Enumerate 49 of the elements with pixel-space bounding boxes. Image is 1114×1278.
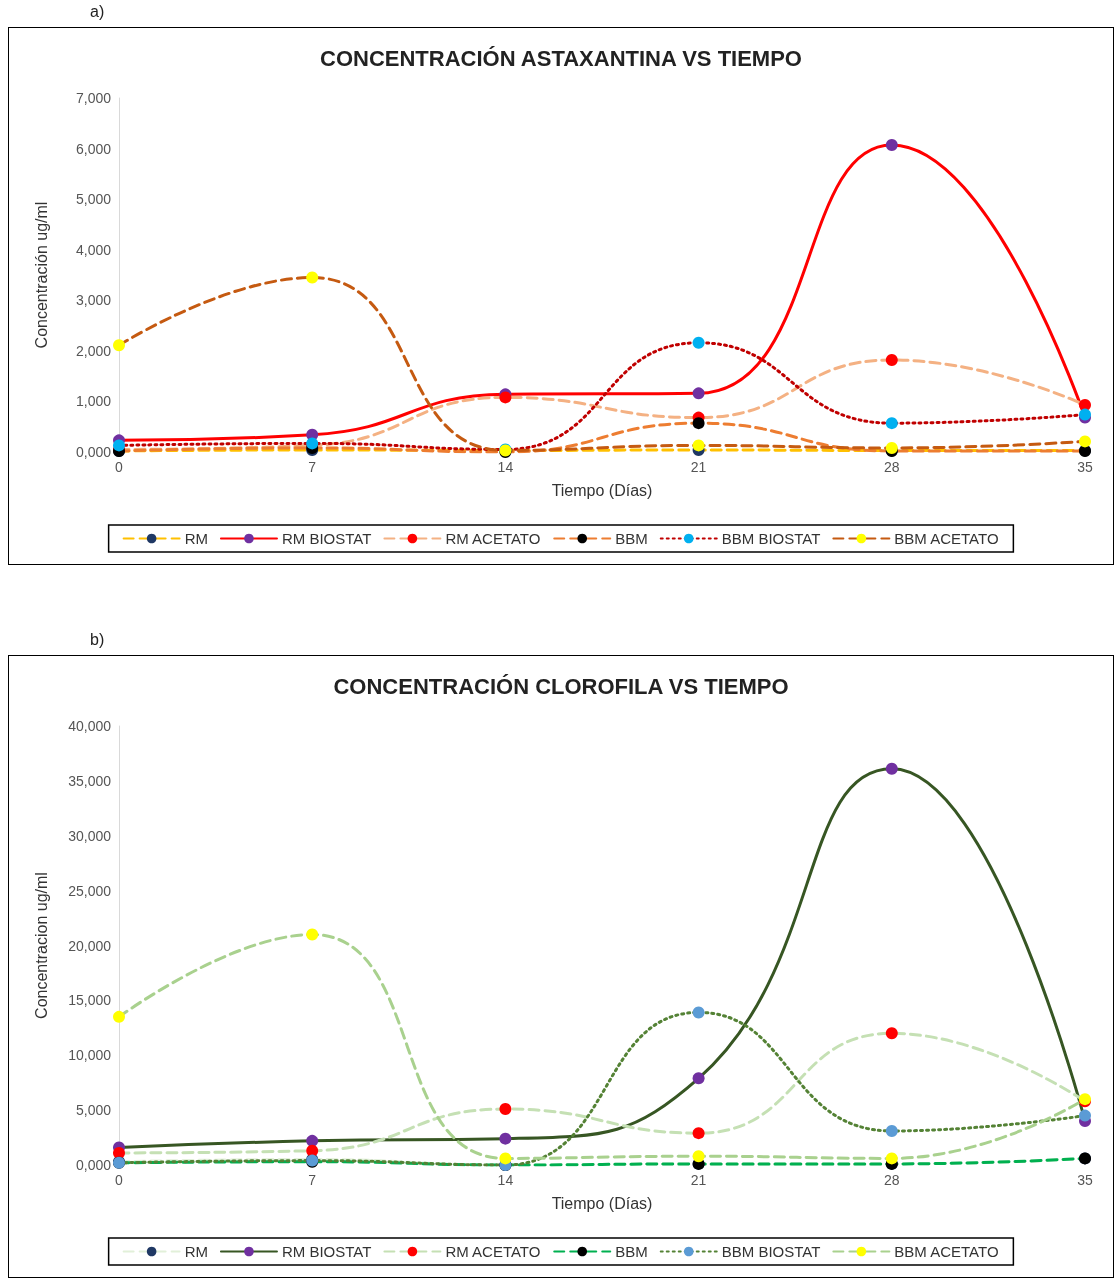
- y-tick-label: 15,000: [68, 992, 112, 1009]
- legend-label: RM ACETATO: [445, 1243, 541, 1260]
- y-tick-label: 5,000: [75, 191, 112, 208]
- text: b): [90, 631, 105, 649]
- y-tick-label: 0,000: [75, 1157, 112, 1173]
- y-tick-label: 30,000: [68, 827, 112, 844]
- y-tick-label: 35,000: [68, 772, 112, 789]
- x-tick-label: 7: [308, 1172, 317, 1188]
- legend-label: BBM: [615, 1243, 648, 1260]
- y-tick-label: 3,000: [75, 292, 112, 309]
- y-tick-label: 25,000: [68, 882, 112, 899]
- legend-label: BBM BIOSTAT: [721, 530, 821, 547]
- x-axis-title: Tiempo (Días): [551, 481, 653, 499]
- text: a): [90, 3, 105, 21]
- chart-title: CONCENTRACIÓN CLOROFILA VS TIEMPO: [333, 673, 789, 699]
- y-axis-title: Concentracion ug/ml: [32, 872, 50, 1019]
- x-tick-label: 35: [1077, 1172, 1093, 1188]
- y-tick-label: 5,000: [75, 1102, 112, 1119]
- y-axis-title: Concentración ug/ml: [32, 201, 50, 349]
- x-tick-label: 28: [884, 459, 900, 475]
- y-tick-label: 7,000: [75, 90, 112, 106]
- x-tick-label: 0: [115, 459, 124, 475]
- y-tick-label: 1,000: [75, 393, 112, 410]
- legend-label: RM BIOSTAT: [281, 530, 372, 547]
- legend-label: BBM BIOSTAT: [721, 1243, 821, 1260]
- x-tick-label: 35: [1077, 459, 1093, 475]
- x-tick-label: 21: [690, 1172, 707, 1188]
- y-tick-label: 2,000: [75, 342, 112, 359]
- y-tick-label: 0,000: [75, 444, 112, 460]
- y-tick-label: 4,000: [75, 241, 112, 258]
- chart-title: CONCENTRACIÓN ASTAXANTINA VS TIEMPO: [320, 45, 802, 71]
- legend-label: RM BIOSTAT: [281, 1243, 372, 1260]
- legend-label: BBM ACETATO: [894, 530, 999, 547]
- x-axis-title: Tiempo (Días): [551, 1194, 653, 1212]
- y-tick-label: 10,000: [68, 1047, 112, 1064]
- legend-label: RM ACETATO: [445, 530, 541, 547]
- x-tick-label: 21: [690, 459, 707, 475]
- legend-label: RM: [184, 530, 208, 547]
- y-tick-label: 40,000: [68, 718, 112, 734]
- x-tick-label: 7: [308, 459, 317, 475]
- legend-label: BBM: [615, 530, 648, 547]
- x-tick-label: 0: [115, 1172, 124, 1188]
- x-tick-label: 14: [497, 459, 514, 475]
- legend-label: RM: [184, 1243, 208, 1260]
- x-tick-label: 28: [884, 1172, 900, 1188]
- y-tick-label: 6,000: [75, 140, 112, 157]
- y-tick-label: 20,000: [68, 937, 112, 954]
- x-tick-label: 14: [497, 1172, 514, 1188]
- legend-label: BBM ACETATO: [894, 1243, 999, 1260]
